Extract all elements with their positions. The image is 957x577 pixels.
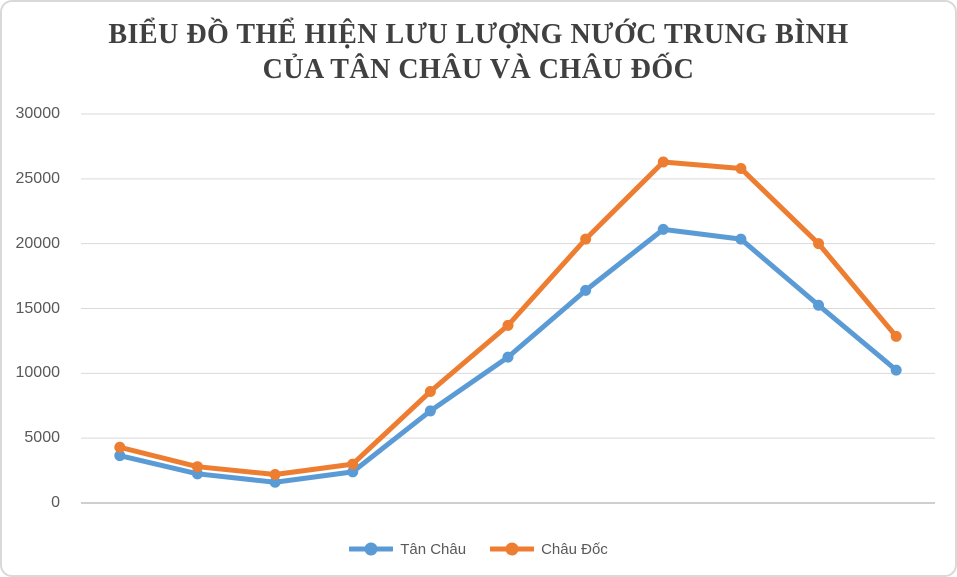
- series-marker-tan-chau: [735, 233, 747, 245]
- y-tick-label: 25000: [15, 169, 61, 187]
- y-tick-label: 20000: [15, 234, 61, 252]
- series-marker-tan-chau: [424, 405, 436, 417]
- series-marker-tan-chau: [890, 364, 902, 376]
- legend: Tân Châu Châu Đốc: [2, 537, 955, 561]
- legend-line-marker-icon: [349, 542, 394, 556]
- series-marker-chau-doc: [114, 441, 126, 453]
- series-marker-chau-doc: [347, 458, 359, 470]
- legend-label: Tân Châu: [400, 540, 467, 558]
- series-marker-chau-doc: [191, 461, 203, 473]
- series-marker-chau-doc: [657, 156, 669, 168]
- y-tick-label: 30000: [15, 105, 61, 122]
- series-line-chau-doc: [117, 159, 899, 477]
- series-marker-tan-chau: [580, 284, 592, 296]
- series-marker-chau-doc: [269, 468, 281, 480]
- series-marker-chau-doc: [735, 162, 747, 174]
- series-marker-tan-chau: [347, 466, 359, 478]
- series-marker-chau-doc: [890, 330, 902, 342]
- legend-item-chau-doc: Châu Đốc: [490, 541, 608, 558]
- y-tick-label: 10000: [15, 364, 61, 382]
- series-marker-tan-chau: [114, 450, 126, 462]
- series-marker-tan-chau: [813, 299, 825, 311]
- series-marker-tan-chau: [502, 351, 514, 363]
- series-marker-tan-chau: [657, 223, 669, 235]
- series-marker-chau-doc: [502, 319, 514, 331]
- series-marker-tan-chau: [269, 476, 281, 488]
- series-marker-chau-doc: [580, 233, 592, 245]
- series-marker-chau-doc: [813, 238, 825, 250]
- y-tick-label: 0: [51, 494, 60, 511]
- legend-label: Châu Đốc: [541, 540, 608, 558]
- chart-title-line2: CỦA TÂN CHÂU VÀ CHÂU ĐỐC: [262, 54, 695, 85]
- y-tick-label: 5000: [24, 429, 60, 447]
- legend-line-marker-icon: [490, 542, 535, 556]
- chart-title: BIỂU ĐỒ THỂ HIỆN LƯU LƯỢNG NƯỚC TRUNG BÌ…: [2, 17, 955, 87]
- legend-item-tan-chau: Tân Châu: [349, 541, 466, 558]
- series-marker-chau-doc: [424, 385, 436, 397]
- chart-title-line1: BIỂU ĐỒ THỂ HIỆN LƯU LƯỢNG NƯỚC TRUNG BÌ…: [108, 19, 849, 50]
- y-tick-label: 15000: [15, 299, 61, 317]
